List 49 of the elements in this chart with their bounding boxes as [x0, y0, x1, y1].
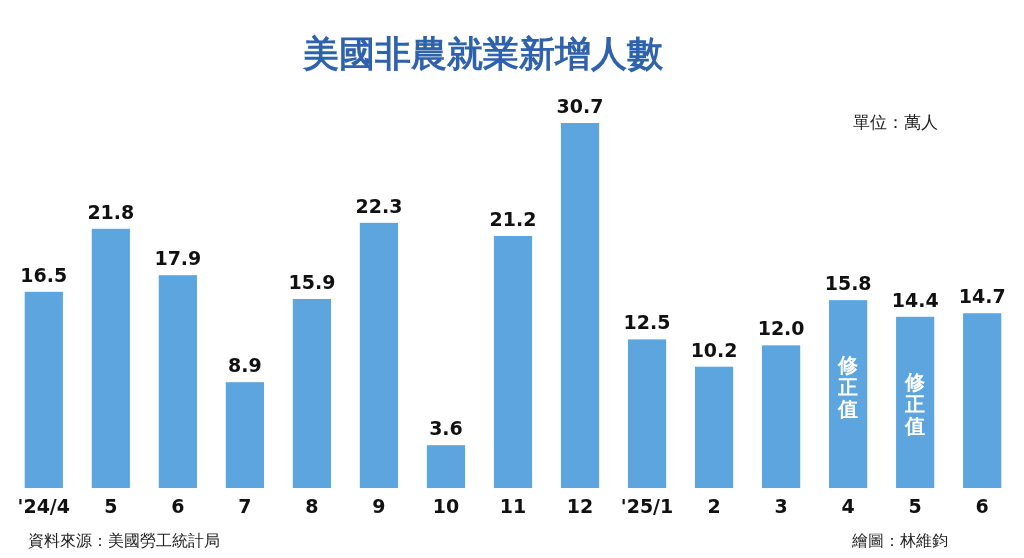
bar [694, 366, 734, 488]
bar [158, 275, 197, 488]
x-tick-label: 6 [171, 495, 185, 517]
data-label: 15.8 [824, 272, 872, 295]
bar [762, 345, 801, 488]
data-label: 15.9 [288, 270, 336, 293]
source-note: 資料來源：美國勞工統計局 [28, 531, 220, 550]
x-tick-label: 3 [774, 495, 788, 517]
data-label: 14.7 [958, 285, 1006, 308]
bar [225, 382, 264, 488]
x-tick-label: 10 [432, 495, 460, 517]
data-label: 22.3 [355, 194, 403, 217]
x-tick-label: 5 [104, 495, 118, 517]
data-label: 16.5 [20, 263, 68, 286]
bar [359, 222, 399, 488]
data-label: 17.9 [154, 247, 202, 270]
bar [963, 313, 1002, 488]
data-label: 3.6 [429, 417, 463, 440]
data-label: 21.8 [87, 200, 135, 223]
data-label: 21.2 [489, 207, 537, 230]
bar [292, 298, 332, 488]
data-label: 10.2 [690, 338, 738, 361]
bar [627, 339, 667, 488]
bar [426, 445, 466, 488]
x-tick-label: 8 [305, 495, 319, 517]
x-tick-label: 12 [566, 495, 594, 517]
bar [91, 228, 130, 488]
x-tick-label: 11 [499, 495, 527, 517]
x-tick-label: '25/1 [620, 495, 674, 517]
x-tick-label: 7 [238, 495, 252, 517]
x-tick-label: 9 [372, 495, 386, 517]
x-tick-label: 2 [707, 495, 721, 517]
bar [493, 235, 533, 488]
data-label: 12.0 [757, 317, 805, 340]
data-label: 14.4 [891, 288, 939, 311]
bar [560, 123, 600, 488]
x-tick-label: 5 [908, 495, 922, 517]
x-tick-label: 6 [975, 495, 989, 517]
x-tick-label: '24/4 [17, 495, 71, 517]
data-label: 8.9 [228, 354, 262, 377]
data-label: 12.5 [623, 311, 671, 334]
annotation: 修正值 [837, 353, 860, 422]
x-tick-label: 4 [841, 495, 855, 517]
text: 繪圖：林維鈞 [851, 531, 948, 550]
bar [24, 291, 63, 488]
chart-title: 美國非農就業新增人數 [302, 33, 664, 74]
chart-subtitle: 單位：萬人 [853, 112, 938, 132]
annotation: 修正值 [904, 369, 927, 438]
data-label: 30.7 [556, 95, 604, 117]
